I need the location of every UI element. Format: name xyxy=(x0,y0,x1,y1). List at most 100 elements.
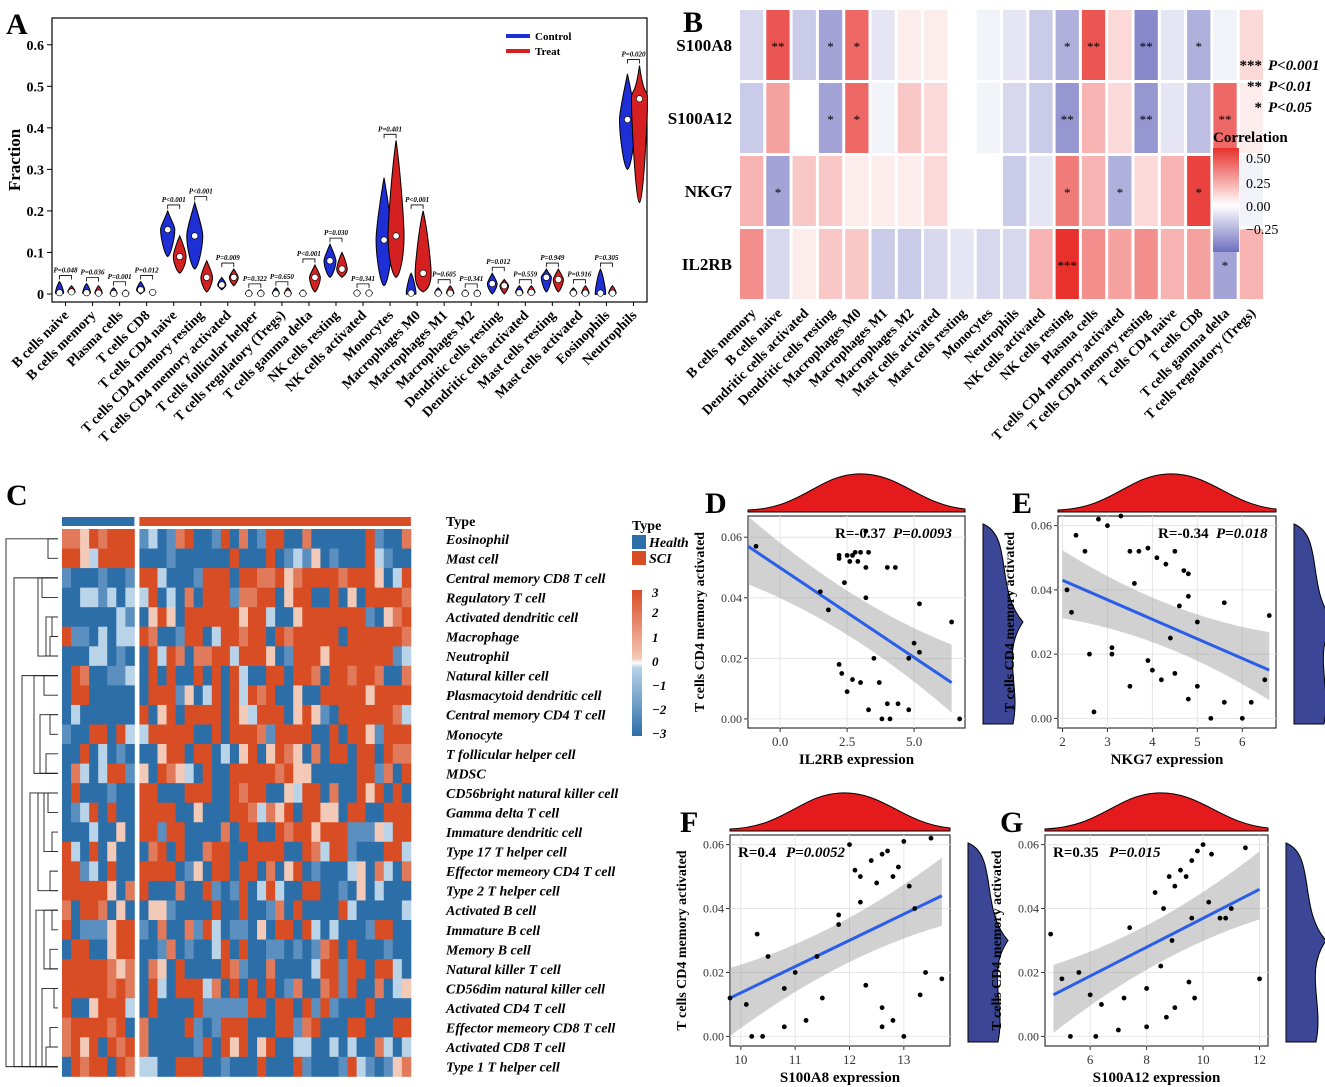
p-value-label: P=0.030 xyxy=(324,229,349,237)
heatmap-cell xyxy=(266,607,276,628)
heatmap-cell xyxy=(71,841,81,862)
heatmap-cell xyxy=(347,900,357,921)
heatmap-cell xyxy=(211,685,222,706)
heatmap-cell xyxy=(107,529,117,549)
heatmap-cell xyxy=(248,802,258,823)
treat-violin xyxy=(387,140,405,278)
heatmap-cell xyxy=(220,587,231,608)
heatmap-cell xyxy=(248,587,258,608)
heatmap-cell xyxy=(193,978,204,999)
data-point xyxy=(765,954,771,959)
heatmap-cell xyxy=(62,959,72,980)
heatmap-cell xyxy=(383,685,394,706)
heatmap-cell xyxy=(157,724,167,745)
data-point xyxy=(842,580,847,586)
p-value-bracket xyxy=(545,262,559,268)
heatmap-cell xyxy=(148,920,158,940)
heatmap-cell xyxy=(211,568,222,589)
correlation-pvalue: P=0.0052 xyxy=(786,845,845,861)
heatmap-cell xyxy=(347,978,357,999)
data-point xyxy=(1167,635,1173,641)
heatmap-cell xyxy=(238,548,249,569)
heatmap-cell xyxy=(266,646,276,667)
data-point xyxy=(858,549,863,555)
heatmap-cell xyxy=(166,880,176,901)
heatmap-cell xyxy=(116,880,126,901)
heatmap-cell xyxy=(238,626,249,647)
heatmap-cell xyxy=(238,665,249,686)
heatmap-cell xyxy=(220,920,231,940)
heatmap-cell xyxy=(202,665,213,686)
heatmap-cell xyxy=(392,763,403,784)
data-point xyxy=(1059,976,1065,982)
heatmap-cell xyxy=(338,665,348,686)
data-point xyxy=(917,601,922,607)
p-value-label: P=0.559 xyxy=(513,271,538,279)
heatmap-cell xyxy=(383,607,394,628)
heatmap-cell xyxy=(166,783,176,804)
heatmap-cell xyxy=(184,880,195,901)
heatmap-cell xyxy=(139,626,149,647)
heatmap-cell xyxy=(220,1037,231,1058)
control-median-dot xyxy=(515,289,523,297)
heatmap-cell xyxy=(1213,10,1237,80)
heatmap-cell xyxy=(338,998,348,1019)
heatmap-cell xyxy=(401,920,412,940)
heatmap-cell xyxy=(383,900,394,921)
heatmap-cell xyxy=(184,783,195,804)
heatmap-cell xyxy=(98,880,108,901)
heatmap-cell xyxy=(184,724,195,745)
heatmap-cell xyxy=(266,1056,276,1077)
y-tick-label: 0.2 xyxy=(27,205,45,220)
heatmap-cell xyxy=(71,704,81,725)
heatmap-cell xyxy=(293,920,303,940)
heatmap-cell xyxy=(302,841,312,862)
heatmap-cell xyxy=(248,939,258,960)
heatmap-cell xyxy=(139,920,149,940)
heatmap-cell xyxy=(175,880,186,901)
heatmap-cell xyxy=(166,802,176,823)
heatmap-cell xyxy=(107,978,117,999)
heatmap-cell xyxy=(392,802,403,823)
control-median-dot xyxy=(137,286,145,294)
data-point xyxy=(836,912,842,918)
heatmap-cell xyxy=(392,978,403,999)
row-label: Gamma delta T cell xyxy=(446,806,559,821)
row-label: Natural killer T cell xyxy=(445,963,561,978)
heatmap-cell xyxy=(98,704,108,725)
heatmap-cell xyxy=(374,802,385,823)
heatmap-cell xyxy=(175,587,186,608)
heatmap-cell xyxy=(107,998,117,1019)
heatmap-cell xyxy=(157,1017,167,1038)
heatmap-cell xyxy=(284,548,294,569)
heatmap-cell xyxy=(1108,10,1132,80)
p-value-label: P=0.036 xyxy=(81,269,106,277)
heatmap-cell xyxy=(401,783,412,804)
heatmap-cell xyxy=(284,998,294,1019)
heatmap-cell xyxy=(338,920,348,940)
heatmap-cell xyxy=(845,156,869,226)
heatmap-cell xyxy=(71,1017,81,1038)
heatmap-cell xyxy=(320,1037,330,1058)
heatmap-cell xyxy=(116,646,126,667)
heatmap-cell xyxy=(71,861,81,882)
y-tick-label: 0.00 xyxy=(721,712,742,726)
control-median-dot xyxy=(623,116,631,124)
heatmap-cell xyxy=(202,783,213,804)
heatmap-cell xyxy=(116,1037,126,1058)
treat-median-dot xyxy=(608,289,616,297)
heatmap-cell xyxy=(374,744,385,764)
heatmap-cell xyxy=(320,900,330,921)
heatmap-cell xyxy=(116,900,126,921)
heatmap-cell xyxy=(193,607,204,628)
heatmap-cell xyxy=(229,822,240,843)
heatmap-cell xyxy=(1081,156,1106,226)
treat-median-dot xyxy=(419,269,427,277)
heatmap-cell xyxy=(125,665,135,686)
row-label: Eosinophil xyxy=(445,533,509,548)
heatmap-cell xyxy=(392,1017,403,1038)
heatmap-cell xyxy=(193,920,204,940)
data-point xyxy=(1127,548,1133,554)
heatmap-cell xyxy=(374,900,385,921)
heatmap-cell xyxy=(320,724,330,745)
